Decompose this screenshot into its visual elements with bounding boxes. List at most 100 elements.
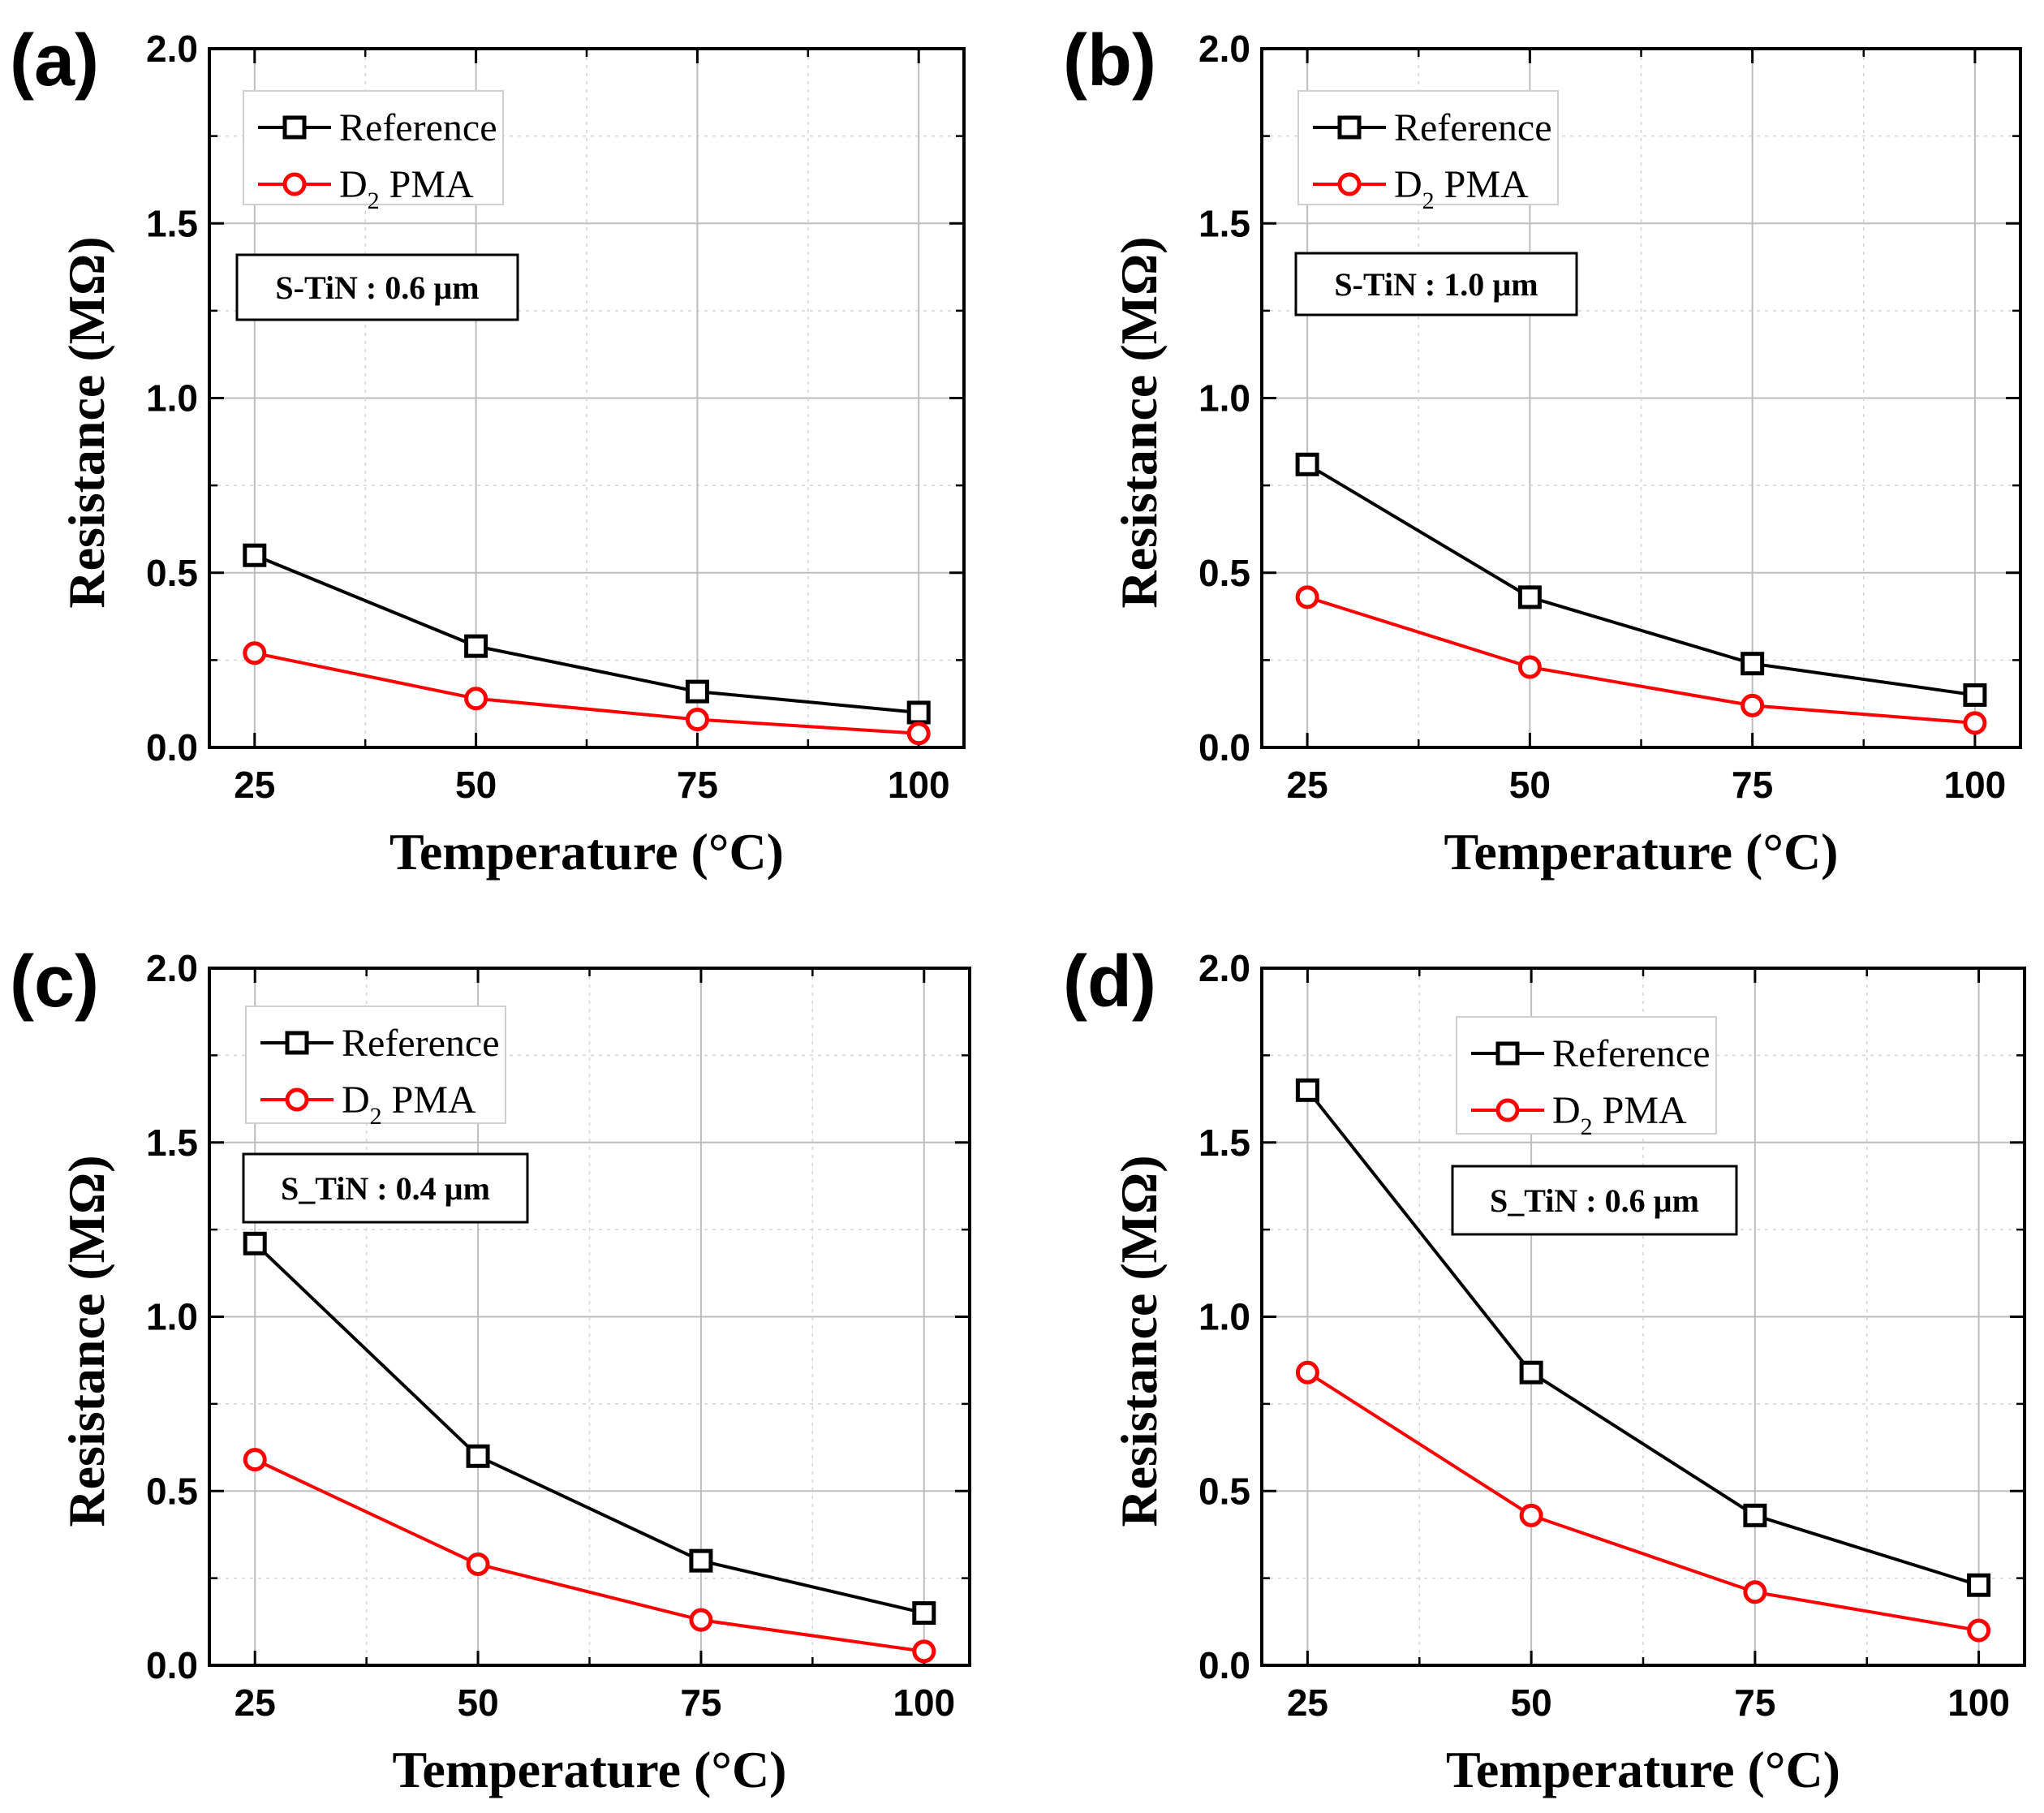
y-axis-title: Resistance (MΩ) xyxy=(1110,1155,1168,1527)
data-point xyxy=(1741,693,1765,717)
legend-label-subscript: 2 xyxy=(370,1103,382,1130)
x-tick-label: 25 xyxy=(1287,1682,1328,1724)
legend: Reference D2 PMA xyxy=(1297,90,1559,214)
series-line xyxy=(254,553,919,714)
y-tick-label: 1.5 xyxy=(146,1122,198,1164)
data-point xyxy=(1963,683,1987,707)
series-reference xyxy=(243,1231,936,1626)
annotation-box: S-TiN : 0.6 µm xyxy=(235,253,519,321)
series-line xyxy=(253,1242,925,1615)
legend-label: Reference xyxy=(342,1022,500,1065)
legend-label-rest: PMA xyxy=(380,163,474,206)
annotation-text: S_TiN : 0.4 µm xyxy=(281,1170,490,1207)
chart-panel-c: 0.0 0.5 1.0 1.5 2.0 25 50 75 100 Temperature (°C)… xyxy=(10,941,971,1798)
x-tick-label: 50 xyxy=(457,1682,498,1724)
data-point xyxy=(243,1448,267,1472)
data-point xyxy=(1743,1503,1767,1527)
series-line xyxy=(1306,595,1976,725)
x-tick-label: 25 xyxy=(1287,764,1328,806)
chart-panel-d: 0.0 0.5 1.0 1.5 2.0 25 50 75 100 Temperature (°C)… xyxy=(1063,941,2026,1798)
data-point xyxy=(1967,1618,1991,1643)
data-point xyxy=(1519,1503,1543,1527)
x-axis-title: Temperature (°C) xyxy=(393,1741,787,1798)
legend-label-subscript: 2 xyxy=(368,187,380,214)
legend-label-main: D xyxy=(339,163,368,206)
series-line xyxy=(254,651,919,735)
legend-label-subscript: 2 xyxy=(1581,1113,1593,1140)
panel-label: (c) xyxy=(10,941,99,1023)
data-point xyxy=(906,721,931,746)
legend-label: Reference xyxy=(1394,106,1552,149)
x-tick-label: 75 xyxy=(1734,1682,1775,1724)
y-tick-label: 1.0 xyxy=(1198,1296,1250,1338)
x-tick-label: 100 xyxy=(893,1682,955,1724)
data-point xyxy=(912,1601,936,1626)
annotation-frame xyxy=(1451,1165,1738,1236)
x-tick-label: 75 xyxy=(680,1682,721,1724)
data-point xyxy=(243,641,267,665)
data-point xyxy=(689,1608,713,1632)
x-tick-label: 25 xyxy=(235,1682,276,1724)
legend-label-main: Reference xyxy=(1394,106,1552,149)
x-tick-label: 75 xyxy=(677,764,718,806)
legend-marker xyxy=(285,1031,309,1055)
y-tick-label: 1.0 xyxy=(146,377,198,420)
x-tick-label: 25 xyxy=(234,764,275,806)
panel-label: (a) xyxy=(10,20,99,101)
data-point xyxy=(1295,1078,1319,1102)
legend-marker xyxy=(1337,115,1362,140)
data-point xyxy=(1517,585,1542,609)
annotation-text: S-TiN : 1.0 µm xyxy=(1334,266,1538,303)
y-tick-label: 1.5 xyxy=(146,202,198,244)
legend: Reference D2 PMA xyxy=(245,1006,506,1130)
data-point xyxy=(689,1548,713,1573)
data-point xyxy=(466,1552,490,1576)
series-line xyxy=(1306,1371,1979,1633)
panel-label: (d) xyxy=(1063,941,1156,1023)
data-point xyxy=(1963,711,1987,735)
legend-label-main: Reference xyxy=(339,106,497,149)
legend-label-rest: PMA xyxy=(1435,163,1529,206)
y-tick-label: 1.5 xyxy=(1198,202,1250,244)
data-point xyxy=(464,687,488,711)
legend-marker xyxy=(285,1087,309,1112)
y-tick-label: 2.0 xyxy=(146,28,198,70)
annotation-box: S_TiN : 0.6 µm xyxy=(1451,1165,1738,1236)
x-tick-label: 100 xyxy=(888,764,950,806)
y-axis-title: Resistance (MΩ) xyxy=(58,1155,115,1527)
x-tick-label: 50 xyxy=(455,764,497,806)
legend-label-rest: PMA xyxy=(1593,1089,1687,1132)
annotation-frame xyxy=(235,253,519,321)
y-tick-label: 0.5 xyxy=(146,552,198,594)
data-point xyxy=(912,1639,936,1664)
data-point xyxy=(1743,1580,1767,1604)
panel-label: (b) xyxy=(1063,20,1156,101)
y-tick-label: 0.5 xyxy=(1198,552,1250,594)
series-d2-pma xyxy=(243,641,931,746)
legend-label: D2 PMA xyxy=(1552,1089,1687,1140)
series-d2-pma xyxy=(1295,1360,1991,1643)
x-tick-label: 75 xyxy=(1732,764,1773,806)
series-line xyxy=(254,1458,925,1653)
legend-label-main: D xyxy=(1394,163,1422,206)
legend-label-rest: PMA xyxy=(382,1079,476,1122)
y-tick-label: 2.0 xyxy=(1198,28,1250,70)
y-tick-label: 0.5 xyxy=(146,1470,198,1512)
annotation-frame xyxy=(1294,252,1578,317)
annotation-text: S_TiN : 0.6 µm xyxy=(1490,1182,1699,1219)
series-line xyxy=(1306,1089,1980,1587)
data-point xyxy=(466,1444,490,1468)
x-tick-label: 100 xyxy=(1944,764,2007,806)
data-point xyxy=(1295,1360,1319,1385)
data-point xyxy=(1967,1573,1991,1597)
legend-label: D2 PMA xyxy=(342,1079,476,1130)
legend-label-subscript: 2 xyxy=(1422,187,1435,214)
legend-marker xyxy=(1337,172,1362,196)
data-point xyxy=(1295,452,1319,476)
y-tick-label: 2.0 xyxy=(1198,947,1250,989)
annotation-box: S_TiN : 0.4 µm xyxy=(242,1152,529,1224)
x-tick-label: 50 xyxy=(1509,764,1551,806)
data-point xyxy=(1519,1360,1543,1385)
series-reference xyxy=(1295,452,1987,707)
y-tick-label: 1.0 xyxy=(146,1296,198,1338)
